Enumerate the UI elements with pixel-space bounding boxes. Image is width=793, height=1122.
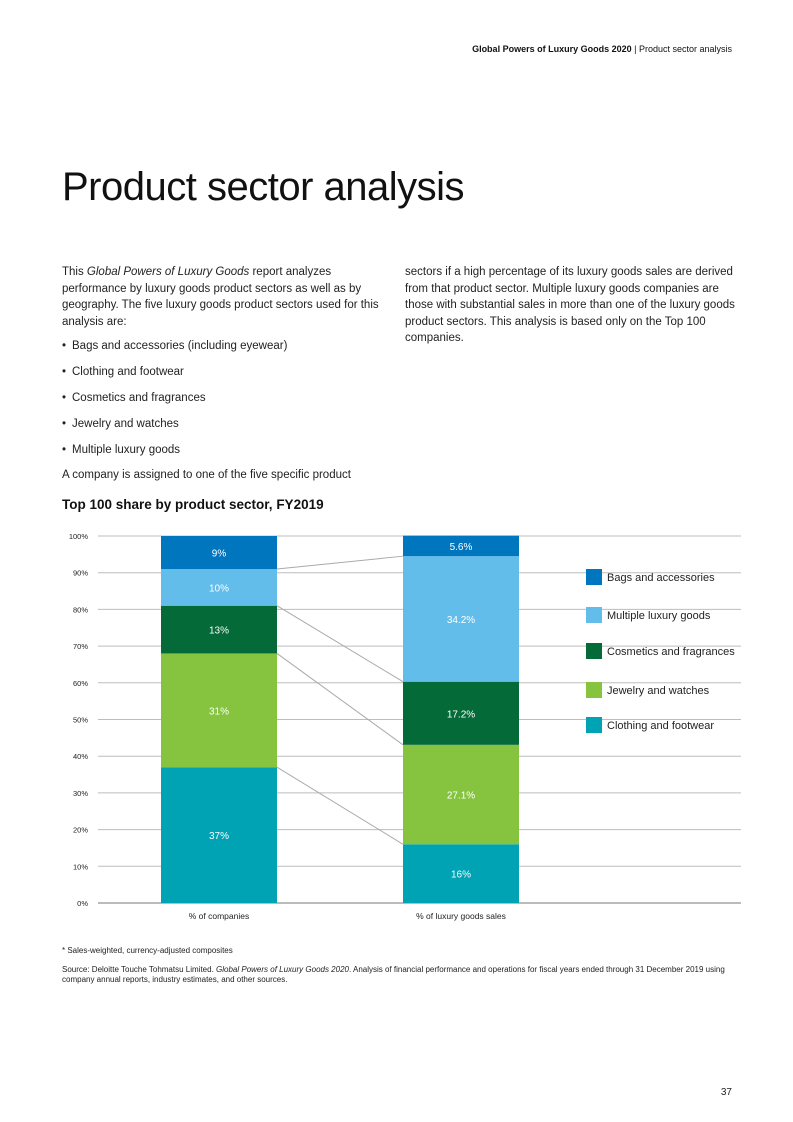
intro-report-name: Global Powers of Luxury Goods [86,266,250,278]
y-tick-label: 10% [73,862,88,871]
bar-segment [403,844,519,903]
list-item: Cosmetics and fragrances [62,390,392,407]
y-tick-label: 0% [77,899,88,908]
data-label: 31% [209,706,229,717]
sector-list: Bags and accessories (including eyewear)… [62,338,392,459]
data-label: 5.6% [450,542,473,553]
data-label: 17.2% [447,709,475,720]
bar-segment [403,556,519,682]
stacked-bar-chart: 0% 10% 20% 30% 40% 50% 60% 70% 80% 90% 100% 37% 16% 3… [69,532,741,921]
y-tick-label: 50% [73,716,88,725]
y-tick-label: 70% [73,642,88,651]
y-tick-label: 20% [73,826,88,835]
bar-segment [161,605,277,654]
closing-text-right: sectors if a high percentage of its luxu… [405,266,735,344]
source-note: Source: Deloitte Touche Tohmatsu Limited… [62,965,742,985]
legend-label: Clothing and footwear [607,720,714,732]
connector-line [276,766,404,845]
data-label: 10% [209,583,229,594]
page-title: Product sector analysis [62,165,465,209]
header-section: Product sector analysis [638,44,732,54]
body-column-right: sectors if a high percentage of its luxu… [405,264,740,347]
y-tick-label: 90% [73,569,88,578]
page-number: 37 [720,1087,732,1098]
data-label: 16% [451,870,471,881]
x-category-label: % of companies [189,911,249,921]
list-item: Jewelry and watches [62,416,392,433]
intro-paragraph: This Global Powers of Luxury Goods repor… [62,264,392,330]
data-label: 9% [212,549,227,560]
bar-segment [403,681,519,745]
legend-swatch [586,717,602,733]
closing-text-left: A company is assigned to one of the five… [62,469,351,481]
intro-text-2: report analyzes performance by luxury go… [62,266,379,328]
list-item: Multiple luxury goods [62,442,392,459]
legend-swatch [586,682,602,698]
y-tick-label: 40% [73,752,88,761]
data-label: 27.1% [447,791,475,802]
legend-label: Cosmetics and fragrances [607,646,735,658]
bar-segment [161,653,277,768]
bar-segment [403,535,519,557]
legend-label: Multiple luxury goods [607,610,711,622]
data-label: 37% [209,831,229,842]
connector-line [276,605,404,683]
bar-segment [161,569,277,606]
chart-title: Top 100 share by product sector, FY2019 [62,497,324,512]
bar-segment [161,767,277,903]
legend-label: Jewelry and watches [607,685,710,697]
running-header: Global Powers of Luxury Goods 2020 | Pro… [472,44,732,54]
data-label: 34.2% [447,615,475,626]
legend-swatch [586,643,602,659]
connector-line [276,555,404,570]
bar-segment [161,536,277,570]
source-suffix: . Analysis of financial performance and … [62,965,725,984]
body-column-left: This Global Powers of Luxury Goods repor… [62,264,392,484]
list-item: Bags and accessories (including eyewear) [62,338,392,355]
bar-segment [403,744,519,845]
header-report-title: Global Powers of Luxury Goods 2020 [472,44,632,54]
x-category-label: % of luxury goods sales [416,911,506,921]
connector-line [276,653,404,746]
legend-swatch [586,569,602,585]
legend-label: Bags and accessories [607,572,715,584]
y-tick-label: 60% [73,679,88,688]
header-separator: | [631,44,639,54]
source-report-name: Global Powers of Luxury Goods 2020 [216,965,349,974]
y-tick-label: 100% [69,532,89,541]
data-label: 13% [209,626,229,637]
y-tick-label: 80% [73,605,88,614]
source-prefix: Source: Deloitte Touche Tohmatsu Limited… [62,965,217,974]
intro-text-1: This [62,266,87,278]
legend-swatch [586,607,602,623]
list-item: Clothing and footwear [62,364,392,381]
footnote: * Sales-weighted, currency-adjusted comp… [62,946,233,955]
y-tick-label: 30% [73,789,88,798]
